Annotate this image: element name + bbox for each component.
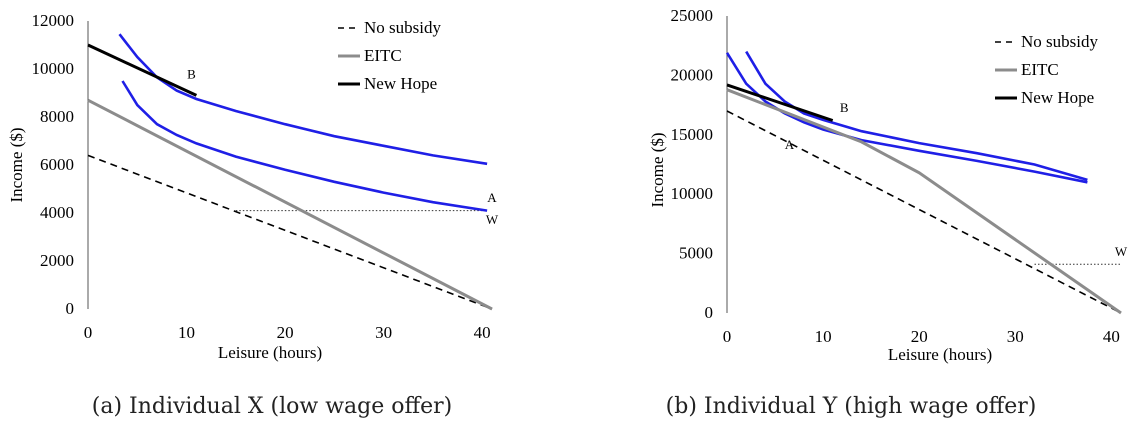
x-tick-label: 0 — [84, 323, 93, 342]
point-label-a: A — [487, 190, 497, 205]
y-tick-label: 6000 — [40, 155, 74, 174]
caption-b: (b) Individual Y (high wage offer) — [665, 394, 1037, 419]
point-label-b: B — [187, 67, 196, 82]
point-label-a: A — [785, 137, 795, 152]
x-axis-label: Leisure (hours) — [888, 345, 992, 364]
legend-label-eitc: EITC — [364, 46, 402, 65]
indifference-curve-2 — [745, 50, 1088, 182]
x-tick-label: 30 — [1007, 327, 1024, 346]
x-tick-label: 20 — [911, 327, 928, 346]
indifference-curve-2 — [121, 80, 488, 212]
point-label-b: B — [840, 100, 849, 115]
y-tick-label: 0 — [66, 299, 75, 318]
x-tick-label: 30 — [375, 323, 392, 342]
legend-label-eitc: EITC — [1021, 60, 1059, 79]
series-no-subsidy — [726, 110, 1122, 314]
x-axis-label: Leisure (hours) — [218, 343, 322, 362]
y-tick-label: 4000 — [40, 203, 74, 222]
y-tick-label: 12000 — [32, 11, 75, 30]
y-tick-label: 15000 — [671, 125, 714, 144]
legend-label-no-subsidy: No subsidy — [364, 18, 441, 37]
legend-label-new-hope: New Hope — [364, 74, 437, 93]
y-tick-label: 8000 — [40, 107, 74, 126]
series-eitc — [87, 98, 493, 311]
series-no-subsidy — [87, 154, 493, 310]
series-eitc — [726, 88, 1122, 315]
y-axis-label: Income ($) — [648, 132, 667, 207]
x-tick-label: 40 — [474, 323, 491, 342]
series-new-hope — [87, 43, 198, 97]
x-tick-label: 10 — [178, 323, 195, 342]
series-new-hope — [726, 83, 834, 122]
y-axis-label: Income ($) — [7, 127, 26, 202]
point-label-w: W — [486, 212, 499, 227]
x-tick-label: 10 — [815, 327, 832, 346]
y-tick-label: 25000 — [671, 6, 714, 25]
y-tick-label: 2000 — [40, 251, 74, 270]
point-label-w: W — [1115, 244, 1128, 259]
y-tick-label: 20000 — [671, 65, 714, 84]
chart-b: 0 5000 10000 15000 20000 25000 0 10 20 30 40 Leisur… — [648, 6, 1128, 364]
x-tick-label: 0 — [723, 327, 732, 346]
x-tick-label: 40 — [1103, 327, 1120, 346]
y-tick-label: 10000 — [32, 59, 75, 78]
chart-a: 0 2000 4000 6000 8000 10000 12000 0 10 20 30 40 Leis… — [7, 11, 499, 362]
x-tick-label: 20 — [277, 323, 294, 342]
caption-a: (a) Individual X (low wage offer) — [91, 394, 453, 419]
y-tick-label: 5000 — [679, 244, 713, 263]
y-tick-label: 10000 — [671, 184, 714, 203]
indifference-curve-1 — [118, 33, 488, 166]
legend-label-new-hope: New Hope — [1021, 88, 1094, 107]
y-tick-label: 0 — [705, 303, 714, 322]
legend-label-no-subsidy: No subsidy — [1021, 32, 1098, 51]
